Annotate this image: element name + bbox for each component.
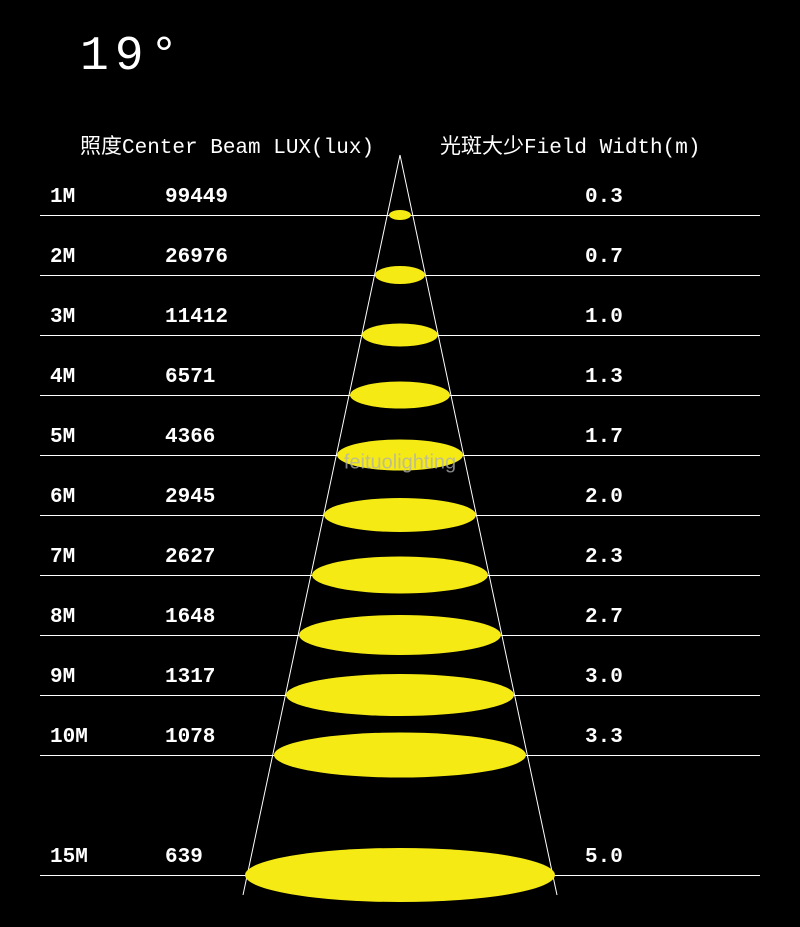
beam-ellipse: [350, 382, 450, 409]
field-width-value: 2.7: [585, 606, 623, 635]
lux-header: 照度Center Beam LUX(lux): [80, 130, 374, 160]
field-width-value: 0.3: [585, 186, 623, 215]
beam-ellipse: [274, 733, 526, 778]
beam-ellipse: [324, 498, 476, 532]
lux-value: 11412: [165, 306, 228, 335]
distance-label: 8M: [50, 606, 75, 635]
lux-value: 1317: [165, 666, 215, 695]
distance-label: 3M: [50, 306, 75, 335]
beam-diagram: 19° 照度Center Beam LUX(lux) 光斑大少Field Wid…: [0, 0, 800, 927]
field-width-value: 1.0: [585, 306, 623, 335]
distance-label: 9M: [50, 666, 75, 695]
lux-value: 26976: [165, 246, 228, 275]
distance-label: 2M: [50, 246, 75, 275]
beam-ellipse: [375, 266, 425, 284]
lux-value: 639: [165, 846, 203, 875]
lux-value: 1648: [165, 606, 215, 635]
field-width-value: 0.7: [585, 246, 623, 275]
field-width-value: 2.0: [585, 486, 623, 515]
distance-label: 6M: [50, 486, 75, 515]
width-header: 光斑大少Field Width(m): [440, 130, 700, 160]
field-width-value: 2.3: [585, 546, 623, 575]
field-width-value: 3.3: [585, 726, 623, 755]
lux-value: 2627: [165, 546, 215, 575]
beam-ellipse: [286, 674, 514, 716]
field-width-value: 1.3: [585, 366, 623, 395]
lux-value: 2945: [165, 486, 215, 515]
lux-value: 1078: [165, 726, 215, 755]
lux-value: 4366: [165, 426, 215, 455]
field-width-value: 5.0: [585, 846, 623, 875]
lux-value: 99449: [165, 186, 228, 215]
distance-label: 4M: [50, 366, 75, 395]
distance-label: 1M: [50, 186, 75, 215]
distance-label: 5M: [50, 426, 75, 455]
distance-label: 10M: [50, 726, 88, 755]
beam-angle-label: 19°: [80, 30, 184, 84]
lux-value: 6571: [165, 366, 215, 395]
beam-ellipse: [299, 615, 501, 655]
beam-ellipse: [337, 440, 463, 471]
distance-label: 7M: [50, 546, 75, 575]
distance-label: 15M: [50, 846, 88, 875]
beam-ellipse: [312, 557, 488, 594]
beam-ellipse: [362, 324, 438, 347]
field-width-value: 1.7: [585, 426, 623, 455]
beam-ellipse: [389, 210, 411, 220]
field-width-value: 3.0: [585, 666, 623, 695]
beam-ellipse: [245, 848, 555, 902]
